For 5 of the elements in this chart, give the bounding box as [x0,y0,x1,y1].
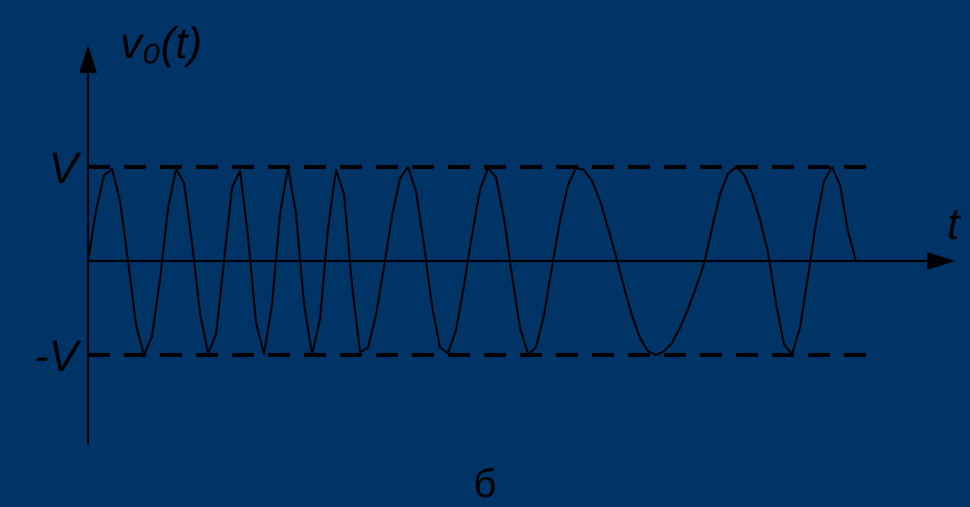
ref-line-label: -V [34,332,82,382]
ref-line-label: V [48,144,82,194]
y-axis-title: v₀(t) [120,19,202,68]
text: б [474,462,496,506]
x-axis-title: t [947,200,961,249]
